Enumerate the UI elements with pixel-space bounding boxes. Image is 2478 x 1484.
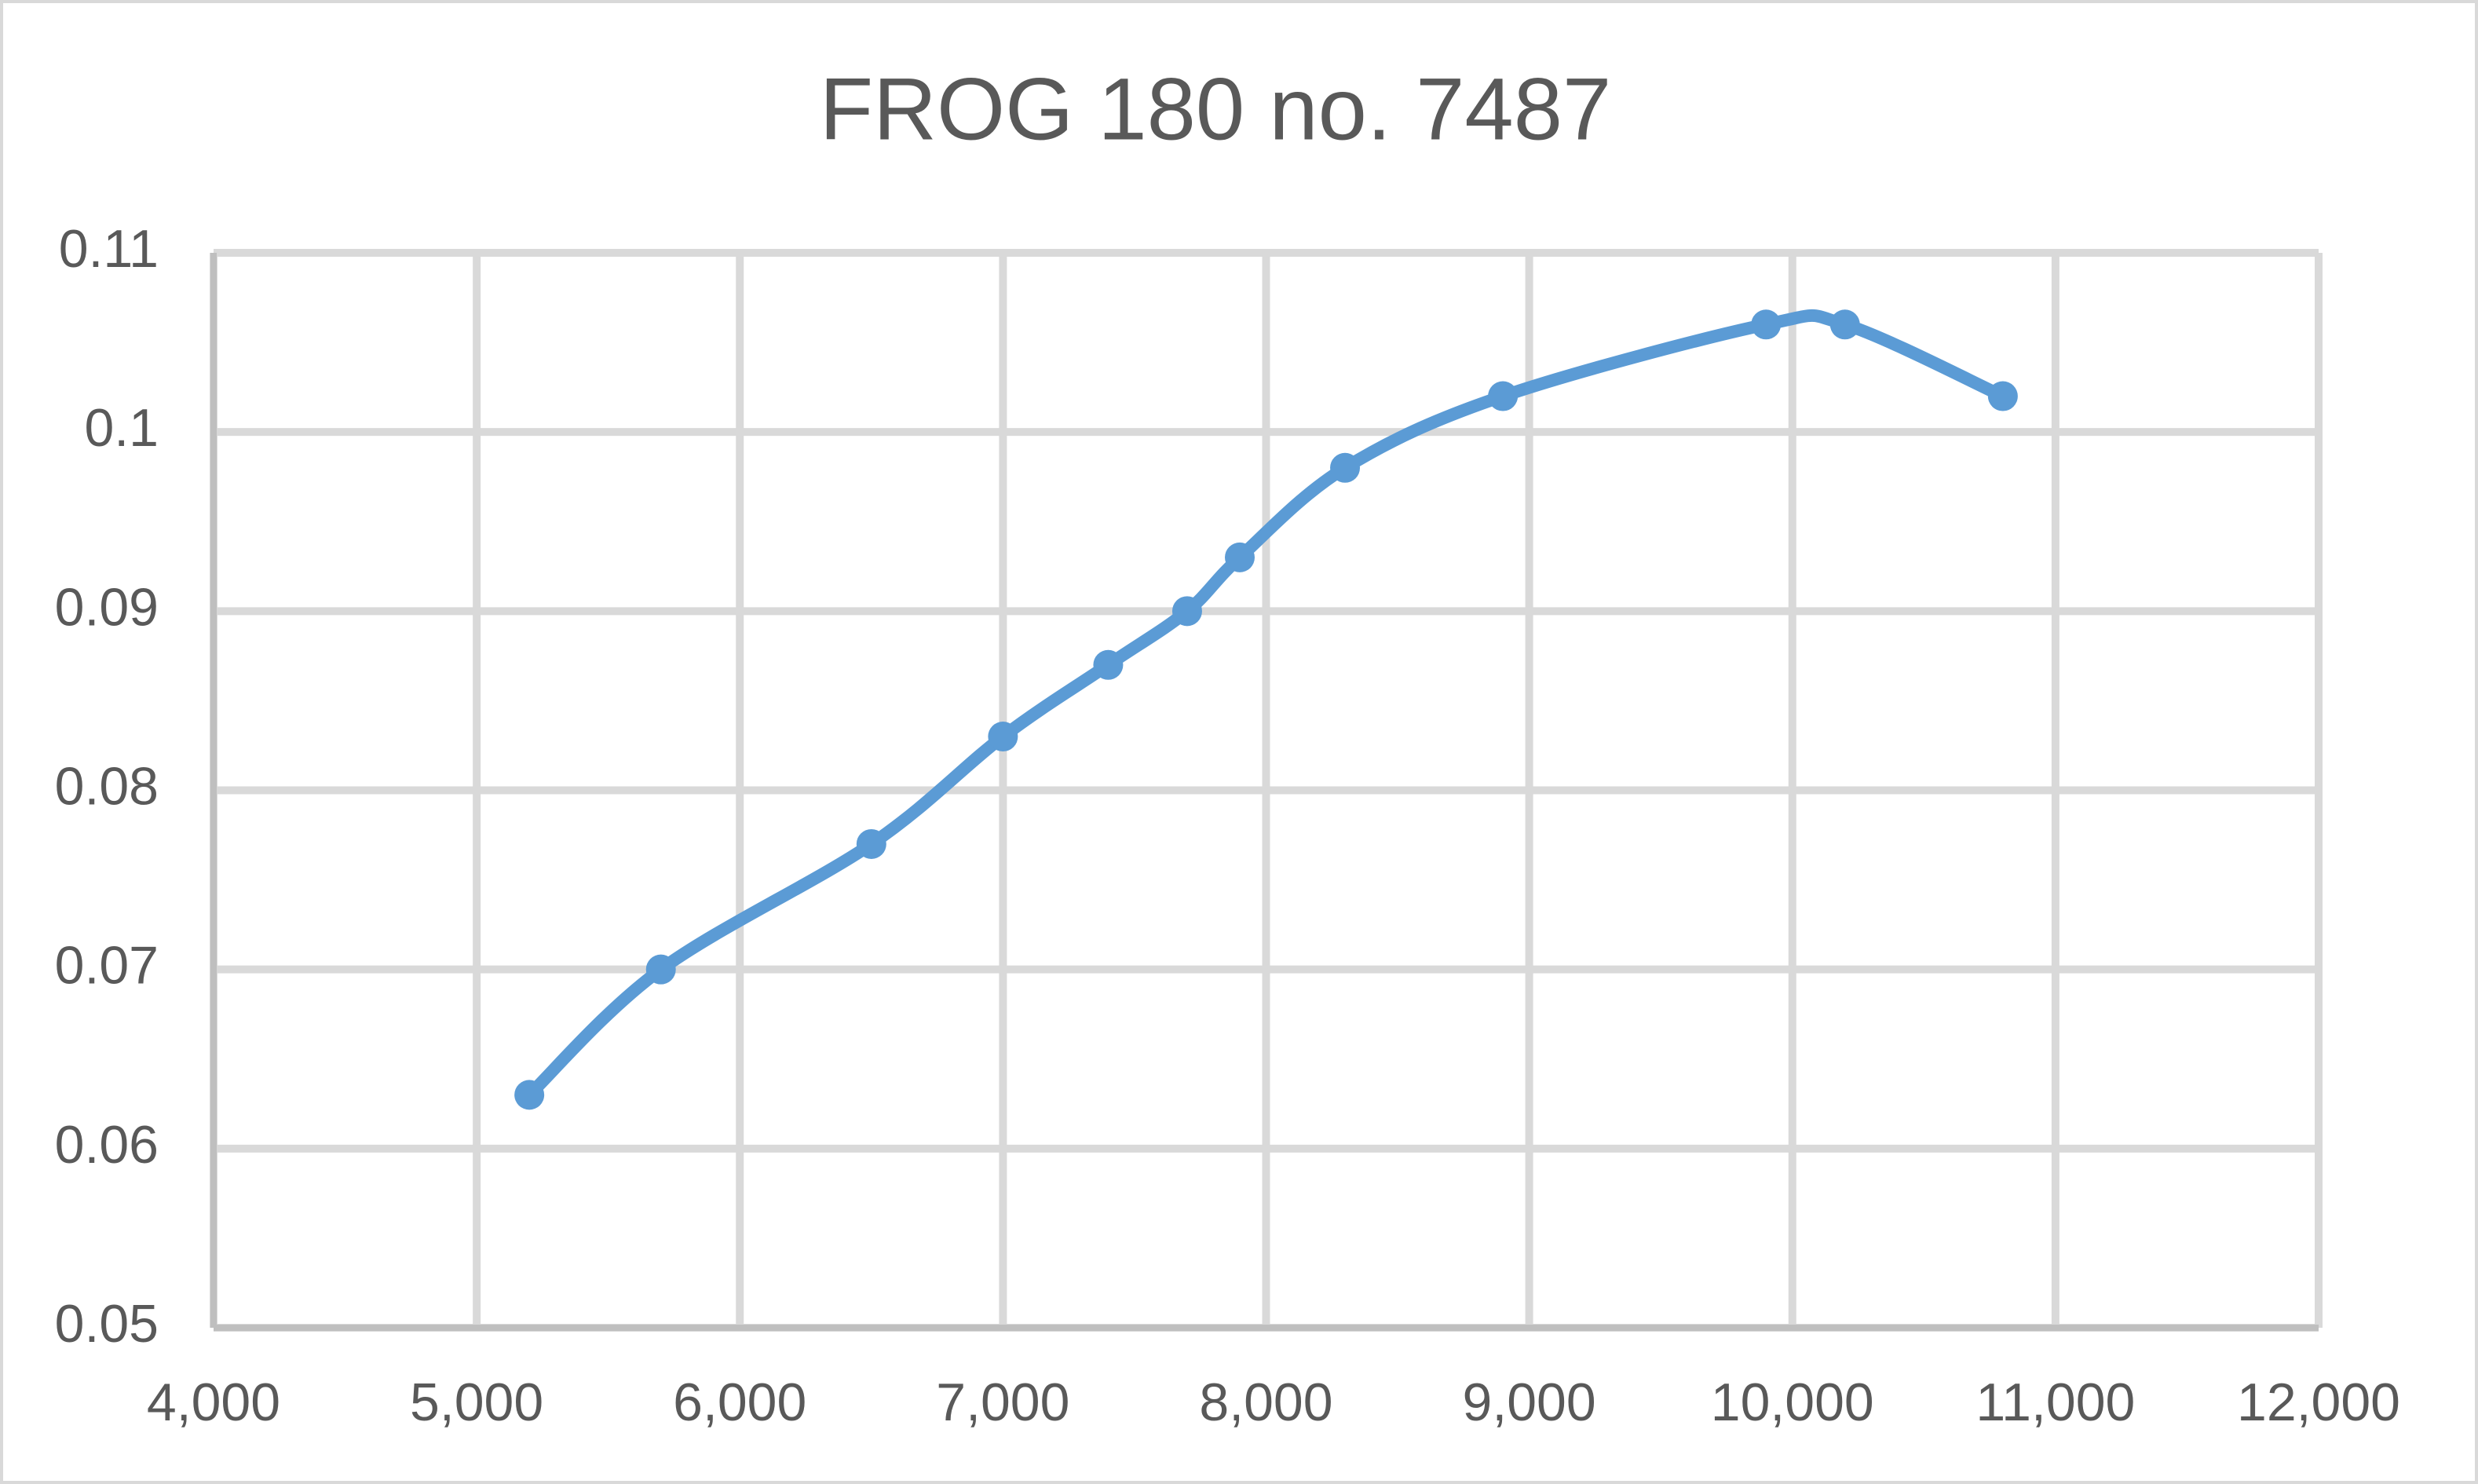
x-tick-label: 10,000 — [1711, 1373, 1874, 1432]
x-tick-label: 6,000 — [673, 1373, 806, 1432]
x-tick-label: 12,000 — [2237, 1373, 2400, 1432]
x-tick-label: 4,000 — [147, 1373, 280, 1432]
data-point — [1987, 381, 2018, 411]
y-tick-label: 0.1 — [84, 398, 159, 458]
y-tick-label: 0.09 — [55, 577, 159, 637]
chart-title: FROG 180 no. 7487 — [820, 60, 1612, 159]
data-point — [988, 722, 1018, 752]
x-tick-label: 9,000 — [1463, 1373, 1596, 1432]
data-point — [1330, 452, 1361, 483]
data-point — [1224, 542, 1255, 572]
data-point — [1751, 309, 1782, 340]
data-point — [1829, 309, 1860, 340]
data-point — [1171, 596, 1202, 627]
data-point — [856, 828, 886, 859]
x-tick-label: 5,000 — [410, 1373, 543, 1432]
x-tick-label: 8,000 — [1199, 1373, 1332, 1432]
data-point — [514, 1080, 545, 1110]
data-point — [645, 954, 676, 985]
y-tick-label: 0.11 — [59, 219, 159, 279]
y-tick-label: 0.05 — [55, 1294, 159, 1354]
x-tick-label: 7,000 — [936, 1373, 1069, 1432]
y-tick-label: 0.08 — [55, 756, 159, 816]
data-point — [1093, 649, 1124, 680]
data-point — [1488, 381, 1519, 411]
y-tick-label: 0.06 — [55, 1115, 159, 1175]
x-tick-label: 11,000 — [1975, 1373, 2135, 1432]
y-tick-label: 0.07 — [55, 936, 159, 996]
